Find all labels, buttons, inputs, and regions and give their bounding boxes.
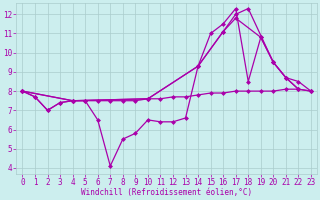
X-axis label: Windchill (Refroidissement éolien,°C): Windchill (Refroidissement éolien,°C) bbox=[81, 188, 252, 197]
